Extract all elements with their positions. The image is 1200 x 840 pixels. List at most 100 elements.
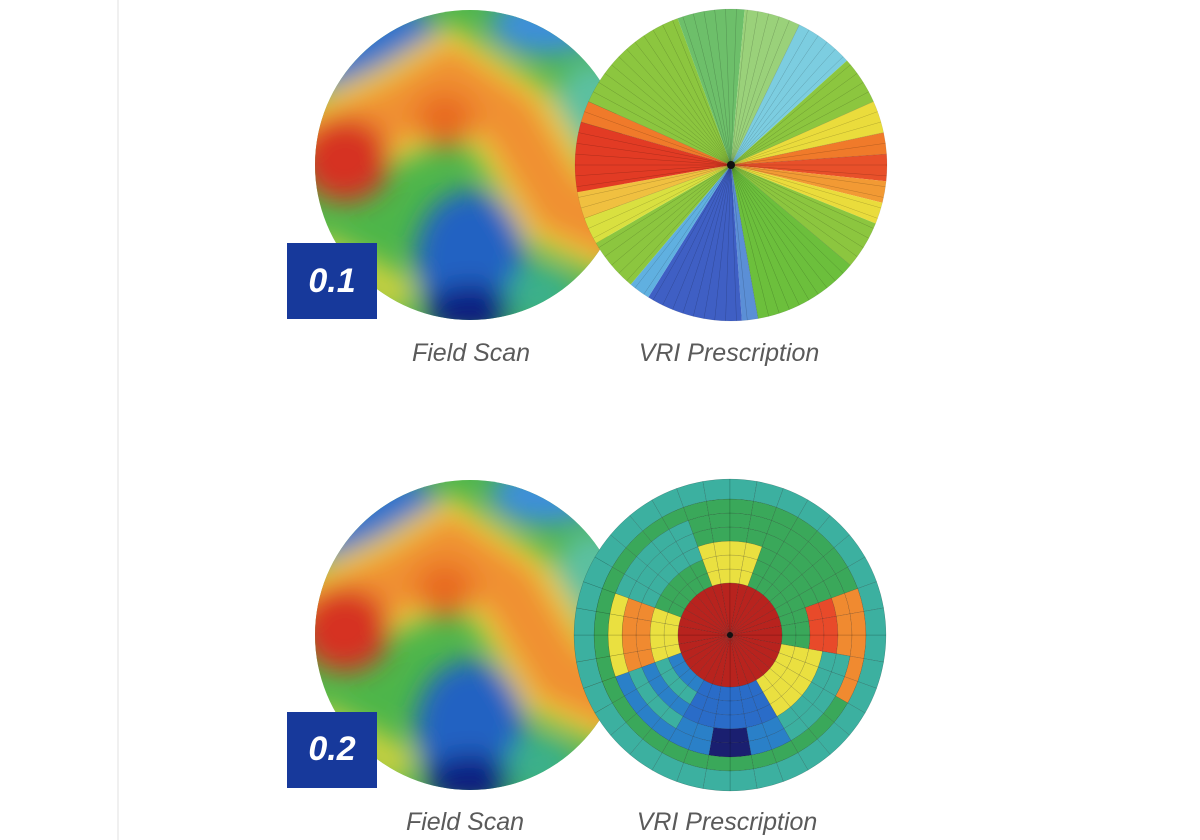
zone: [729, 699, 745, 716]
zone: [790, 574, 812, 596]
sector-line: [730, 48, 844, 166]
zone: [678, 634, 731, 654]
zone: [696, 589, 731, 636]
sector: [575, 122, 731, 193]
zone: [729, 768, 758, 792]
zone: [729, 594, 771, 636]
sector: [584, 165, 731, 243]
sector: [731, 165, 851, 319]
sector-line: [730, 91, 874, 166]
zone: [710, 526, 731, 543]
zone: [708, 512, 731, 529]
zone: [769, 695, 791, 717]
panel: 0.2 Field Scan VRI Prescription: [287, 465, 887, 836]
sector-line: [730, 111, 882, 166]
zone: [576, 581, 603, 612]
badge: [287, 243, 377, 319]
sector-line: [730, 164, 884, 209]
sector: [731, 24, 847, 165]
sector: [595, 165, 731, 285]
zone: [729, 634, 780, 662]
zone: [720, 634, 731, 688]
sector-line: [730, 164, 836, 289]
sector-line: [604, 164, 732, 266]
zone: [833, 702, 866, 736]
sector-line: [730, 24, 810, 166]
sector-line: [574, 153, 732, 166]
sector: [577, 165, 731, 219]
sector: [731, 9, 800, 165]
zone: [713, 540, 731, 557]
sector-line: [730, 35, 828, 166]
zone: [823, 695, 849, 723]
sector-line: [626, 164, 732, 289]
zone: [729, 582, 740, 636]
zone: [790, 728, 818, 754]
sector: [588, 18, 731, 165]
badge-label: 0.1: [308, 262, 355, 300]
zone: [729, 625, 783, 636]
zone: [689, 559, 708, 579]
zone: [696, 634, 731, 681]
zone: [836, 634, 853, 657]
sector-line: [598, 73, 732, 166]
sector-line: [730, 164, 828, 295]
sector-line: [693, 11, 732, 166]
zone: [594, 534, 627, 568]
sector-line: [730, 73, 864, 166]
sector-line: [592, 82, 732, 166]
sector-line: [578, 164, 732, 209]
sector-line: [730, 164, 888, 177]
sector-line: [714, 164, 732, 322]
zone: [677, 625, 731, 636]
sector-line: [618, 164, 732, 282]
zone: [610, 722, 643, 755]
zone: [593, 611, 611, 636]
zone: [711, 583, 731, 636]
zone: [573, 607, 597, 636]
zone: [706, 754, 731, 772]
sector-line: [703, 164, 732, 321]
zone: [611, 547, 637, 575]
panel: 0.1 Field Scan VRI Prescription: [287, 0, 888, 367]
zone: [684, 634, 731, 669]
zone: [781, 686, 803, 708]
sector-line: [618, 48, 732, 166]
zone: [621, 634, 638, 655]
sector-line: [730, 101, 878, 166]
sector-line: [574, 164, 732, 177]
zone: [729, 634, 740, 688]
sector-line: [730, 164, 819, 301]
sector-line: [730, 164, 870, 248]
sector: [731, 165, 876, 266]
zone: [708, 741, 731, 758]
sector-line: [575, 143, 732, 166]
sector-line: [730, 164, 748, 322]
sector-line: [672, 16, 732, 166]
zone: [729, 589, 764, 636]
zone: [669, 553, 691, 575]
sector-line: [598, 164, 732, 257]
zone: [808, 634, 825, 652]
zone: [729, 585, 757, 636]
sector-line: [584, 101, 732, 166]
zone: [729, 498, 754, 516]
zone: [649, 634, 666, 650]
vri-map: [574, 8, 888, 322]
sector-line: [730, 9, 759, 166]
sector: [677, 8, 745, 165]
center-dot: [727, 632, 733, 638]
zone: [729, 634, 749, 687]
sector-line: [604, 64, 732, 166]
badge: [287, 712, 377, 788]
zone: [729, 634, 776, 669]
field-scan-label: Field Scan: [406, 808, 524, 836]
sector-line: [730, 164, 886, 198]
sector-line: [575, 164, 732, 187]
sector-line: [730, 82, 870, 166]
zone: [711, 634, 731, 687]
sector-line: [730, 164, 769, 319]
zone: [713, 713, 731, 730]
